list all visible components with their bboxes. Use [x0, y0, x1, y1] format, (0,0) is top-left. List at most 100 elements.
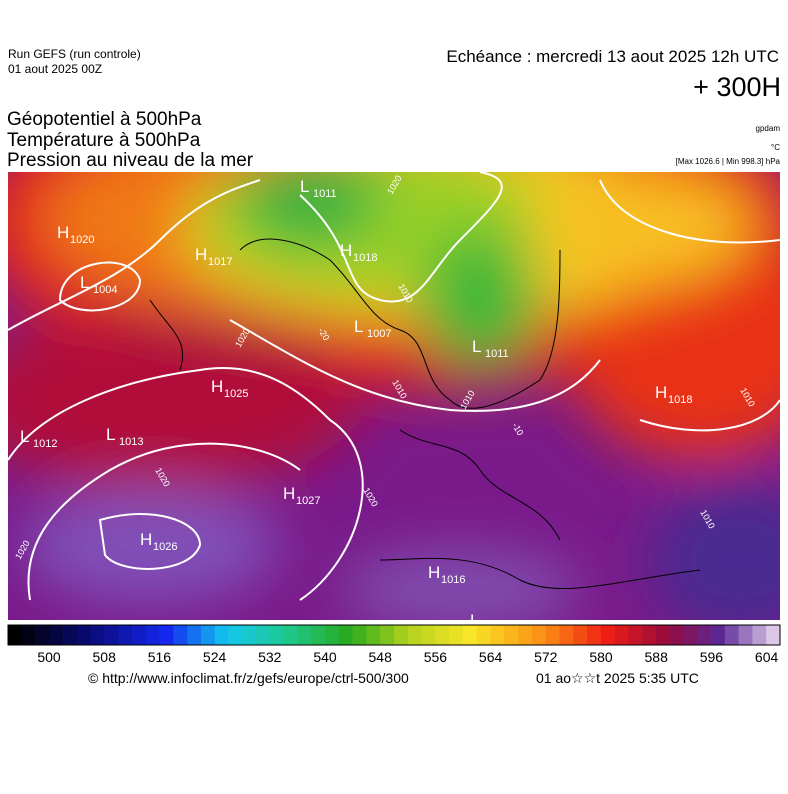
colorbar-swatch: [132, 625, 147, 645]
lead-time: + 300H: [693, 72, 781, 102]
colorbar-swatch: [766, 625, 781, 645]
colorbar-label: 500: [37, 649, 61, 665]
center-kind: L: [80, 273, 89, 292]
colorbar-swatch: [76, 625, 92, 645]
center-kind: L: [472, 337, 481, 356]
colorbar-swatch: [449, 625, 464, 645]
colorbar-swatch: [642, 625, 657, 645]
temperature-field: [8, 172, 780, 620]
colorbar-swatch: [173, 625, 188, 645]
colorbar-swatch: [63, 625, 78, 645]
colorbar-swatch: [573, 625, 588, 645]
colorbar-label: 508: [93, 649, 117, 665]
unit: gpdam: [756, 124, 781, 133]
center-kind: L: [106, 425, 115, 444]
colorbar-swatch: [421, 625, 436, 645]
center-value: 1007: [367, 328, 391, 340]
center-value: 1012: [33, 438, 57, 450]
center-value: 1020: [70, 234, 94, 246]
colorbar-swatch: [352, 625, 367, 645]
colorbar-swatch: [518, 625, 533, 645]
isobars: [8, 172, 780, 601]
run-name: Run GEFS (run controle): [8, 47, 141, 61]
colorbar-swatch: [214, 625, 229, 645]
colorbar-swatch: [669, 625, 684, 645]
colorbar-swatch: [407, 625, 422, 645]
center-value: 1025: [224, 388, 248, 400]
center-kind: H: [655, 383, 667, 402]
colorbar-swatch: [228, 625, 243, 645]
colorbar-label: 604: [755, 649, 779, 665]
center-value: 1004: [93, 284, 117, 296]
colorbar-swatch: [311, 625, 326, 645]
unit: [Max 1026.6 | Min 998.3] hPa: [676, 157, 781, 166]
colorbar-swatch: [325, 625, 340, 645]
colorbar-swatch: [21, 625, 36, 645]
colorbar-swatch: [256, 625, 271, 645]
colorbar-swatch: [380, 625, 395, 645]
coastlines: [149, 238, 701, 590]
center-kind: L: [470, 611, 479, 630]
colorbar-label: 556: [424, 649, 448, 665]
colorbar-label: 572: [534, 649, 558, 665]
issued-time: 01 ao☆☆t 2025 5:35 UTC: [536, 670, 699, 686]
valid-time: Echéance : mercredi 13 aout 2025 12h UTC: [446, 47, 779, 66]
colorbar-swatch: [394, 625, 409, 645]
center-kind: H: [57, 223, 69, 242]
center-value: 1017: [208, 256, 232, 268]
colorbar-swatch: [711, 625, 726, 645]
field-name: Géopotentiel à 500hPa: [7, 109, 202, 130]
colorbar-swatch: [297, 625, 312, 645]
colorbar-swatch: [683, 625, 698, 645]
colorbar-swatch: [283, 625, 298, 645]
colorbar-swatch: [90, 625, 105, 645]
center-value: 1018: [668, 394, 692, 406]
colorbar-label: 532: [258, 649, 282, 665]
center-kind: L: [354, 317, 363, 336]
colorbar-swatch: [614, 625, 629, 645]
colorbar-label: 524: [203, 649, 227, 665]
unit: °C: [771, 143, 780, 152]
center-kind: H: [340, 241, 352, 260]
colorbar-label: 564: [479, 649, 503, 665]
colorbar-swatch: [201, 625, 216, 645]
center-kind: L: [20, 427, 29, 446]
colorbar-swatch: [366, 625, 381, 645]
colorbar-swatch: [655, 625, 671, 645]
colorbar: 500 508 516 524 532 540 548 556 564 572 580 588 596 6…: [7, 624, 781, 665]
colorbar-swatch: [752, 625, 767, 645]
colorbar-swatch: [600, 625, 615, 645]
center-value: 1018: [353, 252, 377, 264]
center-kind: H: [428, 563, 440, 582]
colorbar-swatch: [49, 625, 64, 645]
colorbar-swatch: [545, 625, 560, 645]
colorbar-label: 548: [369, 649, 393, 665]
colorbar-swatch: [159, 625, 174, 645]
colorbar-label: 580: [589, 649, 613, 665]
colorbar-swatch: [587, 625, 602, 645]
center-value: 1026: [153, 541, 177, 553]
colorbar-swatch: [118, 625, 133, 645]
center-kind: H: [211, 377, 223, 396]
colorbar-swatch: [104, 625, 119, 645]
center-kind: H: [283, 484, 295, 503]
colorbar-frame: [7, 624, 781, 646]
center-kind: L: [300, 177, 309, 196]
colorbar-swatch: [697, 625, 712, 645]
center-value: 1027: [296, 495, 320, 507]
colorbar-swatch: [462, 625, 478, 645]
run-date: 01 aout 2025 00Z: [8, 62, 102, 76]
center-kind: H: [195, 245, 207, 264]
colorbar-swatch: [738, 625, 753, 645]
center-value: 1016: [441, 574, 465, 586]
colorbar-swatch: [269, 625, 285, 645]
field-name: Température à 500hPa: [7, 130, 201, 151]
center-kind: H: [140, 530, 152, 549]
center-value: 1011: [485, 348, 509, 360]
colorbar-swatch: [242, 625, 257, 645]
colorbar-label: 596: [700, 649, 724, 665]
colorbar-swatch: [338, 625, 353, 645]
